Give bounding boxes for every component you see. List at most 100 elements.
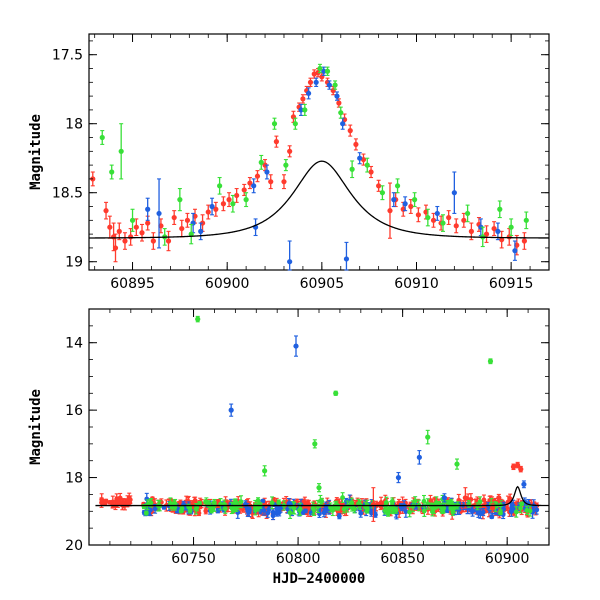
y-tick-label: 16: [65, 403, 83, 419]
data-point: [508, 218, 514, 237]
point-marker: [353, 141, 359, 148]
point-marker: [402, 201, 408, 207]
point-marker: [407, 509, 412, 515]
point-marker: [421, 498, 427, 504]
point-marker: [385, 511, 391, 516]
point-marker: [508, 224, 514, 230]
point-marker: [297, 507, 302, 513]
point-marker: [364, 505, 370, 511]
point-marker: [287, 148, 293, 154]
data-point: [254, 170, 261, 183]
point-marker: [264, 169, 270, 175]
point-marker: [368, 169, 374, 175]
point-marker: [165, 238, 172, 244]
point-marker: [179, 225, 185, 232]
point-marker: [524, 507, 530, 513]
point-marker: [156, 210, 162, 217]
data-point: [241, 183, 247, 197]
data-point: [454, 458, 460, 470]
data-point: [139, 223, 145, 242]
point-marker: [425, 214, 431, 221]
point-marker: [238, 499, 244, 505]
point-marker: [451, 190, 457, 196]
data-point: [302, 103, 308, 116]
data-point: [430, 212, 437, 228]
point-marker: [268, 179, 274, 185]
point-marker: [307, 79, 314, 85]
point-marker: [139, 230, 145, 236]
data-point: [205, 204, 211, 220]
data-point: [226, 192, 232, 208]
point-marker: [513, 509, 519, 515]
data-point: [338, 106, 344, 119]
data-point: [292, 117, 298, 130]
point-marker: [519, 501, 525, 507]
data-point: [217, 176, 223, 195]
point-marker: [145, 220, 151, 226]
data-point: [521, 232, 527, 250]
data-point: [261, 505, 267, 516]
data-point: [129, 208, 136, 232]
point-marker: [491, 225, 497, 232]
data-point: [349, 160, 355, 179]
point-marker: [273, 139, 280, 145]
data-point: [523, 211, 529, 230]
data-point: [287, 506, 293, 519]
point-marker: [117, 498, 123, 504]
point-marker: [261, 507, 267, 513]
point-marker: [445, 499, 451, 505]
point-marker: [483, 231, 490, 237]
point-marker: [489, 505, 496, 511]
point-marker: [205, 209, 211, 215]
data-point: [395, 471, 402, 484]
data-point: [171, 210, 177, 226]
point-marker: [336, 100, 342, 106]
point-marker: [334, 93, 340, 99]
data-point: [428, 502, 434, 510]
data-point: [411, 192, 418, 208]
point-marker: [234, 192, 240, 199]
x-tick-label: 60900: [485, 551, 530, 567]
data-point: [481, 494, 487, 506]
point-marker: [332, 82, 338, 88]
point-marker: [226, 197, 232, 203]
y-tick-label: 14: [65, 336, 83, 352]
point-marker: [112, 245, 119, 251]
point-marker: [378, 503, 384, 509]
point-marker: [379, 190, 386, 196]
data-point: [293, 335, 299, 357]
point-marker: [211, 500, 217, 505]
data-point: [213, 201, 219, 217]
point-marker: [315, 504, 321, 509]
data-point: [312, 439, 318, 449]
data-point: [332, 80, 338, 90]
y-tick-label: 17.5: [52, 48, 83, 64]
point-marker: [118, 148, 124, 154]
full-season-panel: 60750 60800 60850 60900 14 16 18 20 Magnitude H…: [28, 308, 550, 587]
data-point: [156, 178, 162, 249]
data-point: [434, 205, 440, 221]
full-season-ylabel: Magnitude: [28, 389, 44, 465]
data-point: [317, 63, 323, 74]
point-marker: [364, 162, 370, 168]
point-marker: [368, 510, 374, 516]
point-marker: [125, 498, 130, 503]
point-marker: [109, 169, 115, 175]
data-point: [353, 138, 359, 151]
point-marker: [523, 217, 529, 223]
data-point: [283, 159, 289, 172]
point-marker: [230, 508, 236, 513]
data-point: [415, 207, 421, 223]
data-point: [243, 192, 249, 208]
point-marker: [481, 497, 487, 503]
data-point: [203, 507, 209, 515]
point-marker: [496, 495, 502, 501]
point-marker: [271, 121, 278, 127]
point-marker: [150, 238, 156, 244]
data-point: [496, 493, 502, 502]
data-point: [109, 164, 115, 180]
data-point: [188, 223, 194, 245]
point-marker: [230, 201, 236, 207]
data-point: [305, 87, 312, 100]
point-marker: [344, 504, 350, 509]
